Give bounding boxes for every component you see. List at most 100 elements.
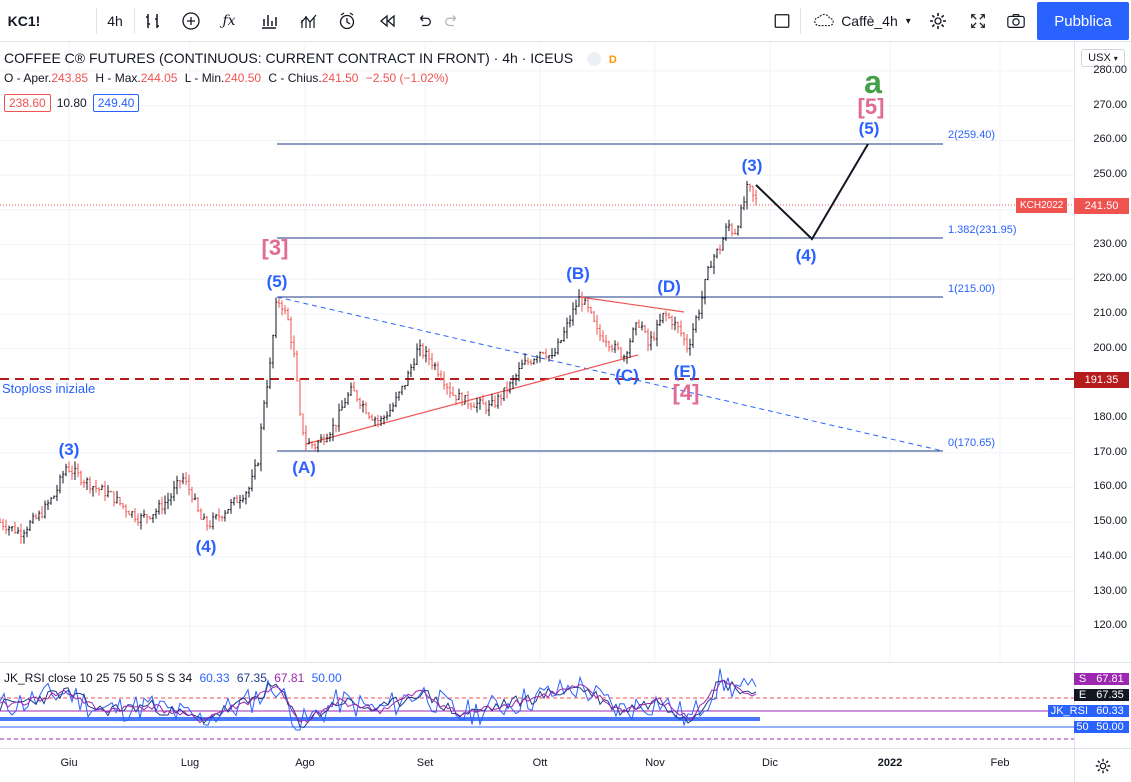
price-bar xyxy=(526,357,530,365)
price-tick-label: 250.00 xyxy=(1093,168,1127,181)
price-tick-label: 140.00 xyxy=(1093,549,1127,562)
price-bar xyxy=(613,340,617,354)
buy-price-box[interactable]: 249.40 xyxy=(92,94,140,112)
symbol-button[interactable]: KC1! xyxy=(4,0,44,42)
price-bar xyxy=(733,228,737,235)
currency-selector[interactable]: USX ▾ xyxy=(1081,49,1125,67)
wave-label-5-target[interactable]: (5) xyxy=(858,119,880,138)
price-bar xyxy=(667,312,671,319)
wave-label-a[interactable]: a xyxy=(864,64,882,100)
cloud-icon xyxy=(814,13,834,27)
redo-icon[interactable] xyxy=(438,0,466,42)
layout-selector[interactable]: Caffè_4h ▾ xyxy=(806,0,918,42)
stoploss-label[interactable]: Stoploss iniziale xyxy=(2,381,96,396)
price-bar xyxy=(82,479,86,488)
publish-button[interactable]: Pubblica xyxy=(1037,2,1129,40)
rsi-value-1: 60.33 xyxy=(199,671,230,685)
sell-price-box[interactable]: 238.60 xyxy=(4,94,51,112)
triangle-lower-line[interactable] xyxy=(305,354,639,445)
add-compare-icon[interactable] xyxy=(176,0,206,42)
chart-settings-icon[interactable] xyxy=(1074,748,1131,782)
price-bar xyxy=(265,379,269,408)
wave-label-big-3[interactable]: [3] xyxy=(261,235,289,260)
templates-icon[interactable] xyxy=(254,0,284,42)
price-bar xyxy=(754,189,758,206)
rsi-tag-s: S 67.81 xyxy=(1074,672,1129,686)
rsi-series xyxy=(0,668,757,731)
price-bar xyxy=(694,315,698,333)
bar-type-icon[interactable] xyxy=(138,0,168,42)
price-bar xyxy=(256,462,260,467)
wave-label-big-4[interactable]: [4] xyxy=(672,380,700,405)
wave-label-big-5[interactable]: [5] xyxy=(857,94,885,119)
undo-icon[interactable] xyxy=(410,0,438,42)
price-bar xyxy=(172,480,176,502)
price-bar xyxy=(709,260,713,268)
price-bar xyxy=(79,470,83,486)
price-bar xyxy=(334,424,338,433)
triangle-upper-line[interactable] xyxy=(579,296,685,313)
rsi-axis[interactable]: S 67.81 E 67.35 JK_RSI 60.33 50 50.00 xyxy=(1047,662,1131,748)
price-bar xyxy=(115,490,119,504)
wave-label-4-early[interactable]: (4) xyxy=(195,537,217,556)
trend-dashed-line[interactable] xyxy=(276,296,944,452)
indicators-icon[interactable]: ƒx xyxy=(222,13,236,29)
toolbar-divider xyxy=(800,8,801,34)
price-bar xyxy=(295,350,299,382)
wave-label-B[interactable]: (B) xyxy=(566,264,590,283)
price-bar xyxy=(406,370,410,387)
strategy-icon[interactable] xyxy=(294,0,324,42)
bid-ask-boxes: 238.60 10.80 249.40 xyxy=(4,94,140,112)
price-bar xyxy=(691,323,695,348)
price-bar xyxy=(301,413,305,436)
layout-icon[interactable] xyxy=(768,0,796,42)
price-axis[interactable]: USX▾ 280.00270.00260.00250.00240.00230.0… xyxy=(1074,42,1131,661)
wave-label-A[interactable]: (A) xyxy=(292,458,316,477)
price-bar xyxy=(745,180,749,210)
price-bar xyxy=(136,513,140,526)
wave-label-3[interactable]: (3) xyxy=(741,156,763,175)
price-bar xyxy=(730,223,734,237)
wave-label-C[interactable]: (C) xyxy=(615,366,639,385)
price-bar xyxy=(496,393,500,409)
price-bar xyxy=(151,514,155,523)
visibility-toggle-icon[interactable] xyxy=(586,52,601,67)
price-bar xyxy=(52,495,56,499)
price-bar xyxy=(457,388,461,401)
price-bar xyxy=(487,400,491,417)
price-bar xyxy=(343,397,347,408)
settings-icon[interactable] xyxy=(922,0,954,42)
price-bar xyxy=(715,248,719,259)
price-bar xyxy=(673,316,677,331)
price-bar xyxy=(178,479,182,489)
price-bar xyxy=(184,472,188,486)
replay-icon[interactable] xyxy=(372,0,402,42)
fullscreen-icon[interactable] xyxy=(962,0,994,42)
wave-label-E[interactable]: (E) xyxy=(673,362,697,381)
wave-label-5[interactable]: (5) xyxy=(266,272,288,291)
price-bar xyxy=(721,236,725,251)
wave-label-4[interactable]: (4) xyxy=(795,246,817,265)
price-bar xyxy=(553,347,557,357)
time-axis[interactable]: Giu Lug Ago Set Ott Nov Dic 2022 Feb xyxy=(0,748,1074,782)
price-bar xyxy=(208,520,212,529)
price-bar xyxy=(514,373,518,386)
alert-icon[interactable] xyxy=(332,0,362,42)
time-label: Nov xyxy=(645,757,665,769)
price-bar xyxy=(25,526,29,538)
projection-path[interactable] xyxy=(755,143,869,241)
price-bar xyxy=(112,491,116,507)
wave-label-D[interactable]: (D) xyxy=(657,277,681,296)
low-label: L - Min. xyxy=(184,71,225,85)
wave-label-3-early[interactable]: (3) xyxy=(58,440,80,459)
interval-button[interactable]: 4h xyxy=(98,0,132,42)
price-chart[interactable]: COFFEE C® FUTURES (CONTINUOUS: CURRENT C… xyxy=(0,42,1074,661)
price-bar xyxy=(358,397,362,410)
rsi-pane[interactable]: JK_RSI close 10 25 75 50 5 S S 34 60.33 … xyxy=(0,662,1074,748)
price-bar xyxy=(319,434,323,443)
price-bar xyxy=(331,417,335,442)
rsi-sma-line xyxy=(0,679,757,724)
chevron-down-icon: ▾ xyxy=(1113,53,1118,63)
camera-icon[interactable] xyxy=(1000,0,1032,42)
price-bar xyxy=(211,512,215,530)
